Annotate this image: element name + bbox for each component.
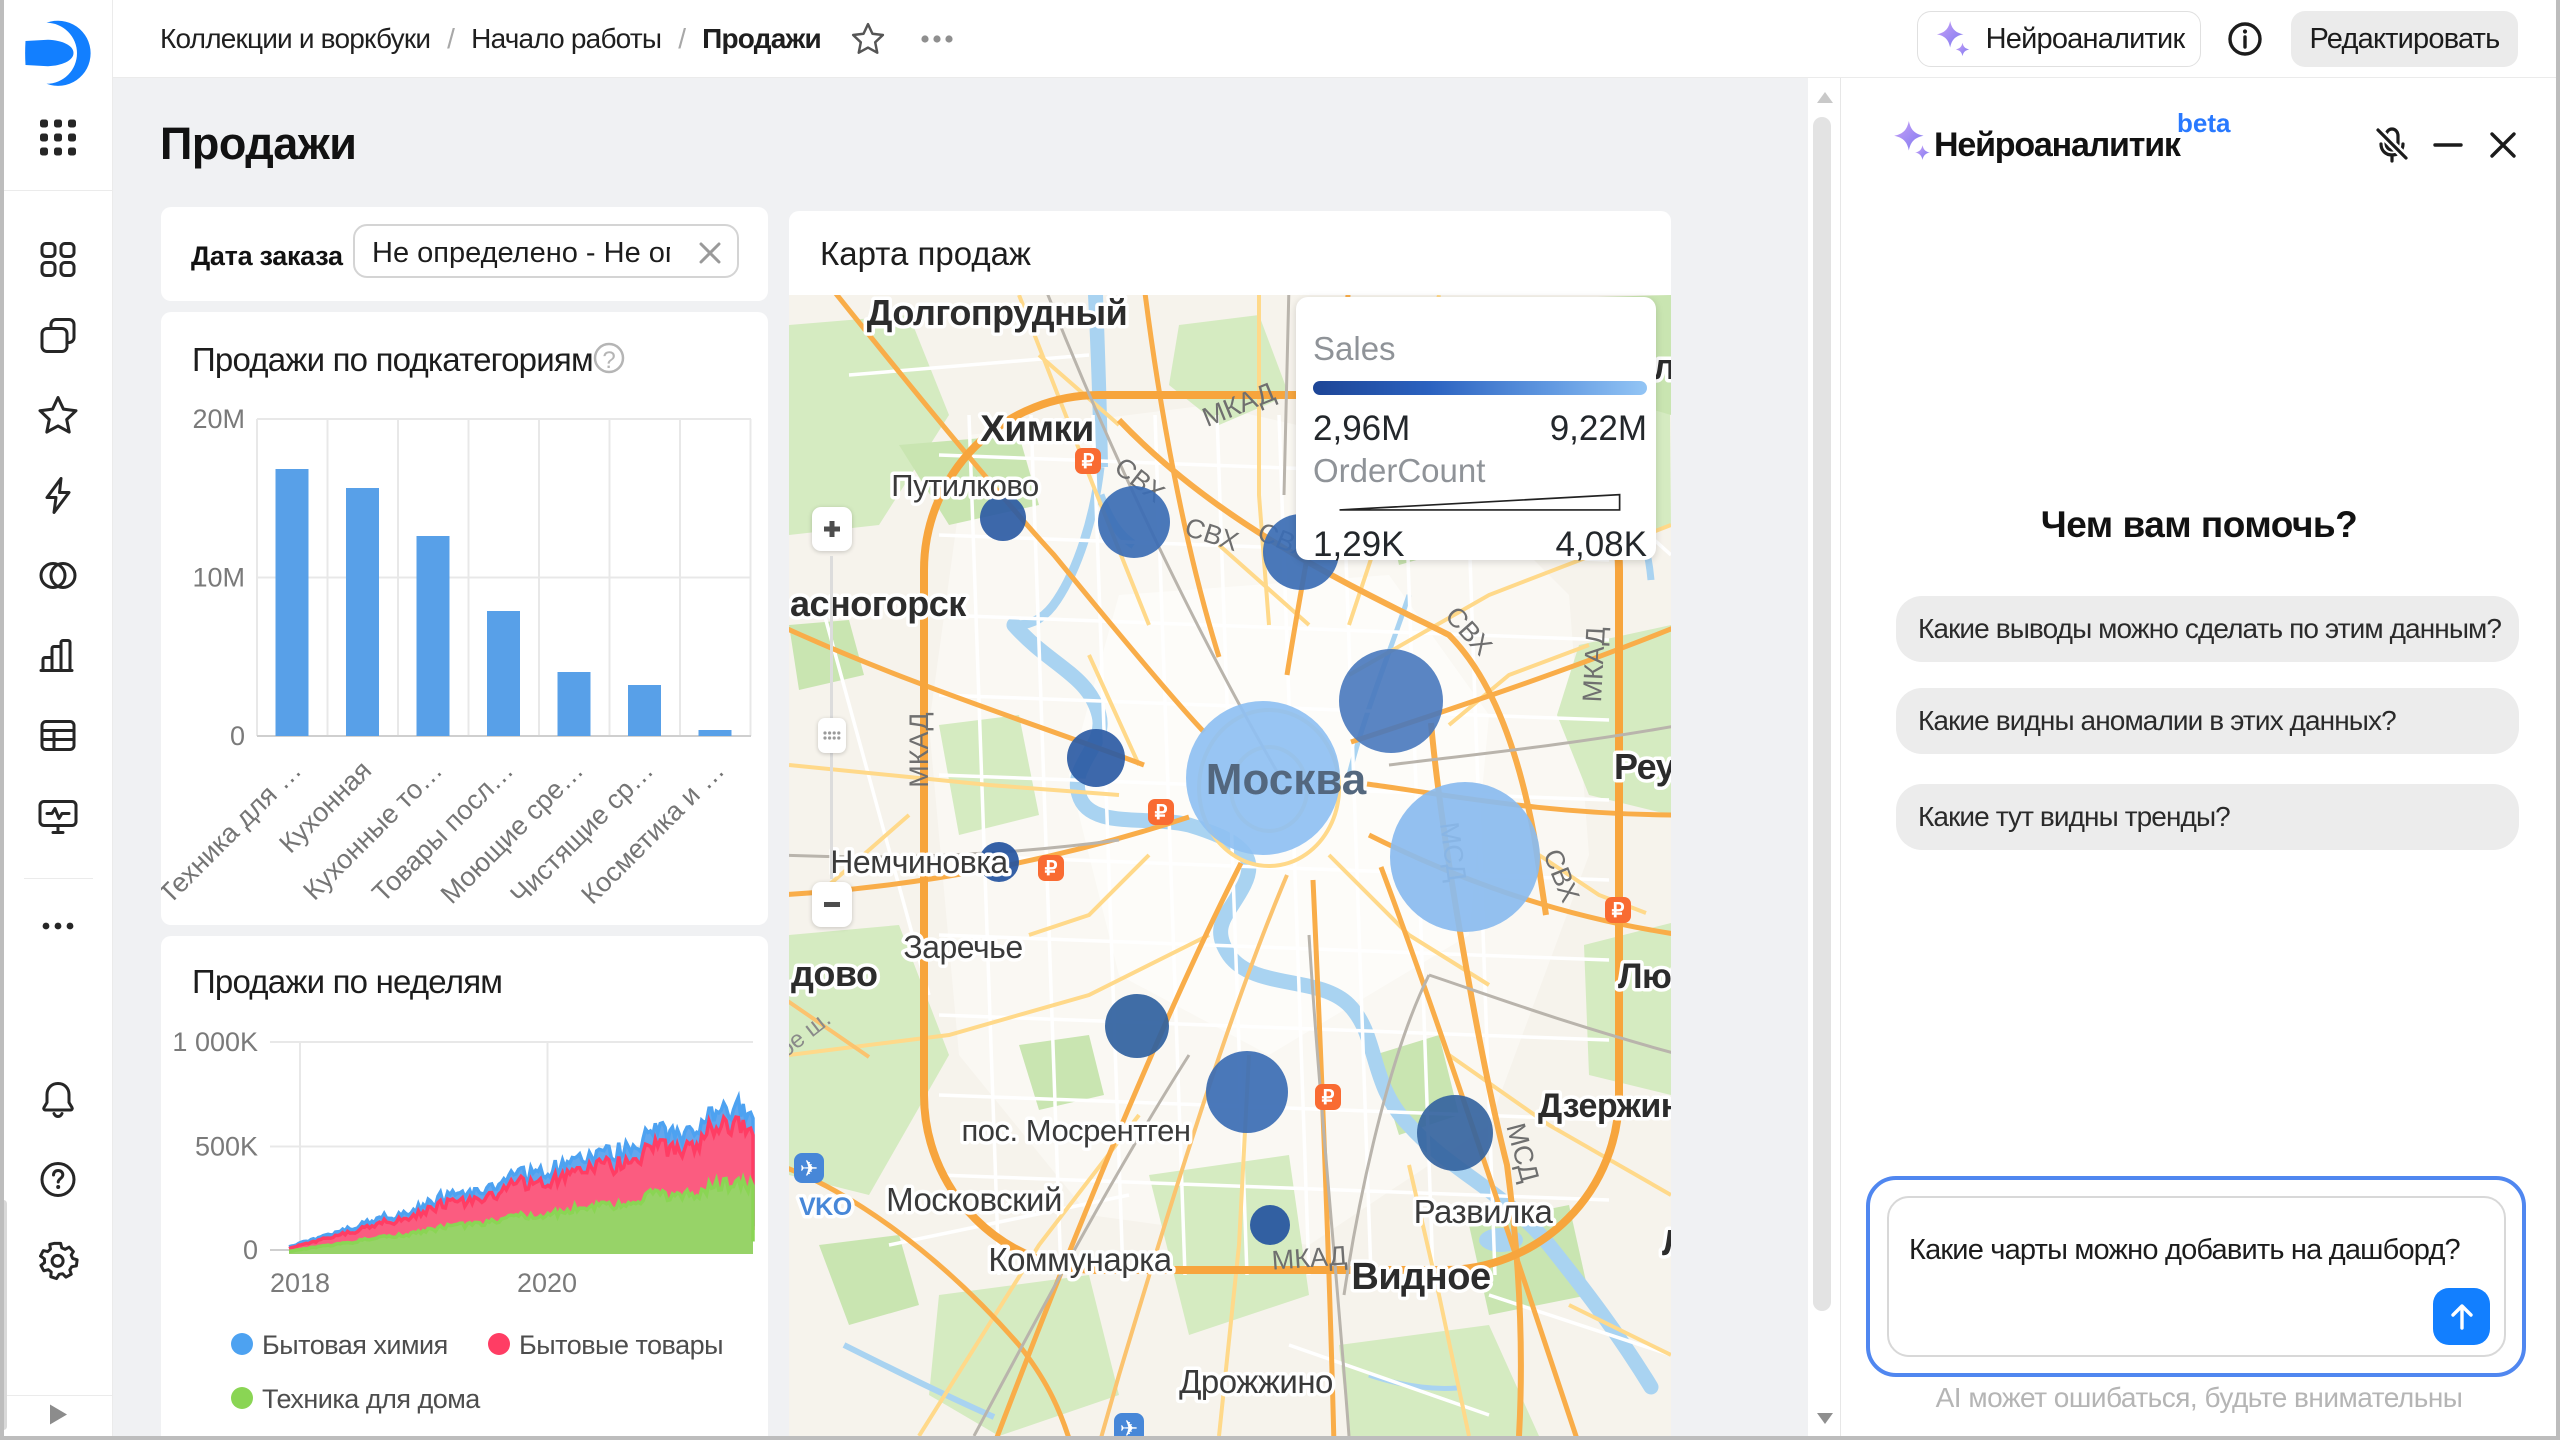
- svg-text:Люб: Люб: [1618, 957, 1671, 996]
- svg-text:500K: 500K: [195, 1132, 258, 1162]
- svg-text:20M: 20M: [192, 404, 245, 434]
- svg-text:Путилково: Путилково: [891, 468, 1038, 503]
- svg-text:Дрожжино: Дрожжино: [1179, 1363, 1333, 1400]
- svg-text:Продажи по подкатегориям: Продажи по подкатегориям: [192, 341, 593, 378]
- svg-text:Бытовая химия: Бытовая химия: [262, 1330, 448, 1360]
- svg-text:Бытовые товары: Бытовые товары: [519, 1330, 723, 1360]
- svg-text:0: 0: [243, 1235, 258, 1265]
- svg-text:Москва: Москва: [1206, 755, 1367, 804]
- svg-text:Заречье: Заречье: [903, 929, 1022, 965]
- svg-text:Дзержинс: Дзержинс: [1538, 1087, 1671, 1125]
- svg-text:Видное: Видное: [1351, 1256, 1490, 1298]
- svg-text:Техника для дома: Техника для дома: [262, 1384, 481, 1414]
- svg-text:дово: дово: [791, 953, 878, 994]
- svg-text:₽: ₽: [1045, 858, 1058, 880]
- svg-text:Развилка: Развилка: [1414, 1193, 1554, 1230]
- svg-text:₽: ₽: [1322, 1087, 1335, 1109]
- svg-text:Коммунарка: Коммунарка: [988, 1241, 1172, 1278]
- svg-text:✈: ✈: [800, 1156, 818, 1181]
- svg-text:асногорск: асногорск: [790, 583, 967, 624]
- svg-text:2020: 2020: [517, 1268, 577, 1298]
- svg-text:Московский: Московский: [886, 1181, 1062, 1218]
- svg-text:Долгопрудный: Долгопрудный: [867, 295, 1127, 333]
- svg-text:₽: ₽: [1155, 802, 1168, 824]
- svg-text:?: ?: [602, 347, 615, 374]
- svg-text:✈: ✈: [1120, 1416, 1138, 1436]
- svg-text:Реуто: Реуто: [1614, 746, 1671, 787]
- svg-text:Ль: Ль: [1662, 1222, 1671, 1263]
- svg-text:Продажи по неделям: Продажи по неделям: [192, 963, 502, 1000]
- svg-text:VKO: VKO: [799, 1193, 852, 1221]
- svg-text:₽: ₽: [1612, 900, 1625, 922]
- svg-text:2018: 2018: [270, 1268, 330, 1298]
- svg-text:МКАД: МКАД: [1577, 626, 1611, 703]
- svg-text:пос. Мосрентген: пос. Мосрентген: [962, 1113, 1191, 1148]
- svg-text:Немчиновка: Немчиновка: [830, 844, 1008, 880]
- svg-text:10M: 10M: [192, 563, 245, 593]
- svg-text:МКАД: МКАД: [904, 712, 934, 787]
- svg-text:0: 0: [230, 721, 245, 751]
- svg-text:1 000K: 1 000K: [172, 1027, 258, 1057]
- svg-text:₽: ₽: [1082, 451, 1095, 473]
- svg-text:МКАД: МКАД: [1271, 1240, 1348, 1275]
- svg-text:Химки: Химки: [980, 408, 1094, 449]
